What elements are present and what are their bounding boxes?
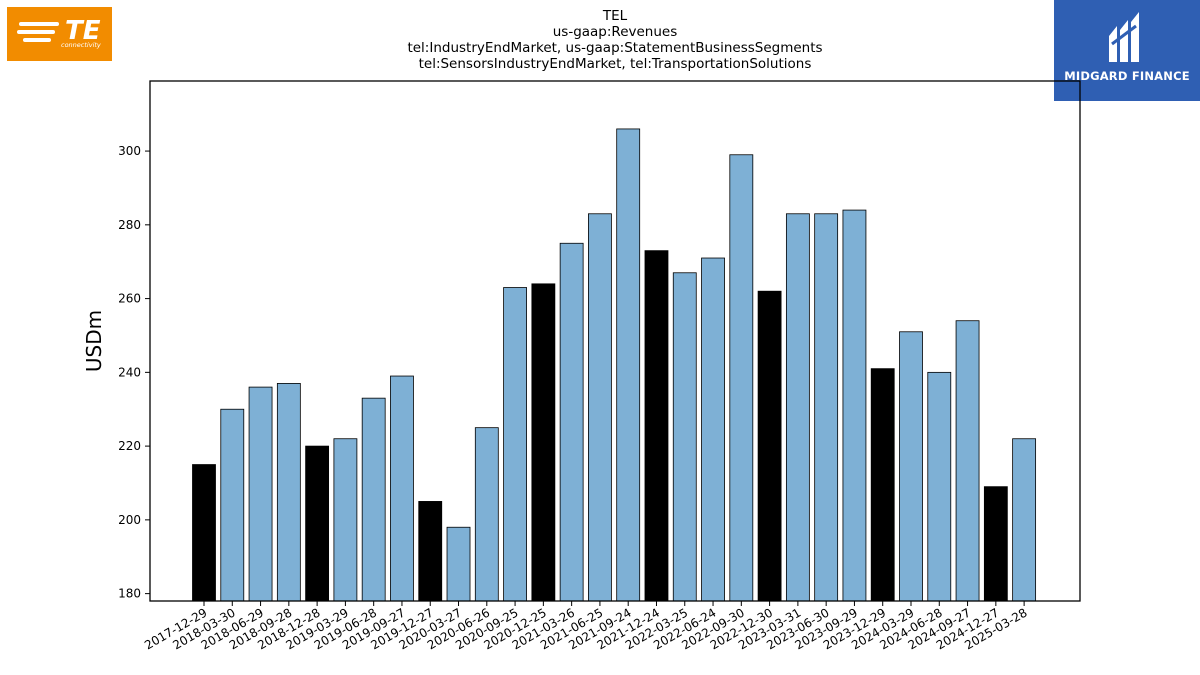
x-axis-ticks: 2017-12-292018-03-302018-06-292018-09-28… (142, 601, 1030, 652)
bar-2018-09-28 (276, 383, 301, 602)
bar-2024-09-27 (955, 320, 980, 602)
logo-mark: TE (65, 16, 101, 46)
bar-2023-06-30 (814, 213, 839, 602)
bar-2019-12-27 (418, 501, 443, 602)
y-tick-label: 220 (118, 439, 141, 453)
chart-title-line-3: tel:IndustryEndMarket, us-gaap:Statement… (407, 40, 823, 56)
bar-2018-12-28 (305, 445, 330, 602)
y-axis-ticks: 180 200 220 240 260 280 300 (118, 144, 150, 601)
bar-2024-06-28 (927, 371, 952, 602)
bar-2017-12-29 (192, 464, 216, 602)
bar-2018-06-29 (248, 386, 273, 602)
logo-text: MIDGARD FINANCE (1064, 69, 1190, 83)
y-tick-label: 280 (118, 218, 141, 232)
bar-series (192, 128, 1037, 602)
midgard-finance-logo: MIDGARD FINANCE (1054, 0, 1200, 101)
bar-2020-06-26 (474, 427, 499, 602)
bar-2019-03-29 (333, 438, 358, 602)
bar-2025-03-28 (1012, 438, 1037, 602)
bar-2022-12-30 (757, 290, 782, 602)
bar-2020-09-25 (503, 287, 527, 602)
chart-title-line-4: tel:SensorsIndustryEndMarket, tel:Transp… (418, 56, 812, 72)
y-tick-label: 200 (118, 513, 141, 527)
bar-2020-03-27 (446, 526, 471, 602)
y-tick-label: 300 (118, 144, 141, 158)
te-connectivity-logo: TE connectivity (7, 7, 112, 61)
midgard-emblem-icon (1109, 12, 1139, 62)
bar-2020-12-25 (531, 283, 556, 602)
y-tick-label: 240 (118, 365, 141, 379)
bar-2022-03-25 (672, 272, 697, 602)
logo-stripe (19, 22, 59, 26)
bar-2021-09-24 (616, 128, 641, 602)
bar-2022-06-24 (701, 257, 725, 602)
logo-subtext: connectivity (61, 41, 101, 49)
bar-2019-09-27 (390, 375, 414, 602)
bar-2018-03-30 (220, 408, 245, 602)
logo-stripe (17, 30, 55, 34)
y-axis-label: USDm (82, 310, 106, 372)
bar-2023-09-29 (842, 209, 867, 602)
bar-2022-09-30 (729, 154, 754, 602)
bar-2024-03-29 (899, 331, 923, 602)
logo-stripe (23, 38, 51, 42)
bar-2023-03-31 (785, 213, 810, 602)
y-tick-label: 180 (118, 587, 141, 601)
bar-2024-12-27 (983, 486, 1008, 602)
bar-2021-12-24 (644, 250, 669, 602)
bar-2021-06-25 (588, 213, 612, 602)
chart-title-line-1: TEL (602, 8, 628, 24)
y-tick-label: 260 (118, 292, 141, 306)
bar-2021-03-26 (559, 242, 584, 602)
plot-frame (149, 80, 1081, 602)
bar-2023-12-29 (870, 368, 895, 602)
chart-title-line-2: us-gaap:Revenues (552, 24, 678, 40)
bar-2019-06-28 (361, 397, 386, 602)
